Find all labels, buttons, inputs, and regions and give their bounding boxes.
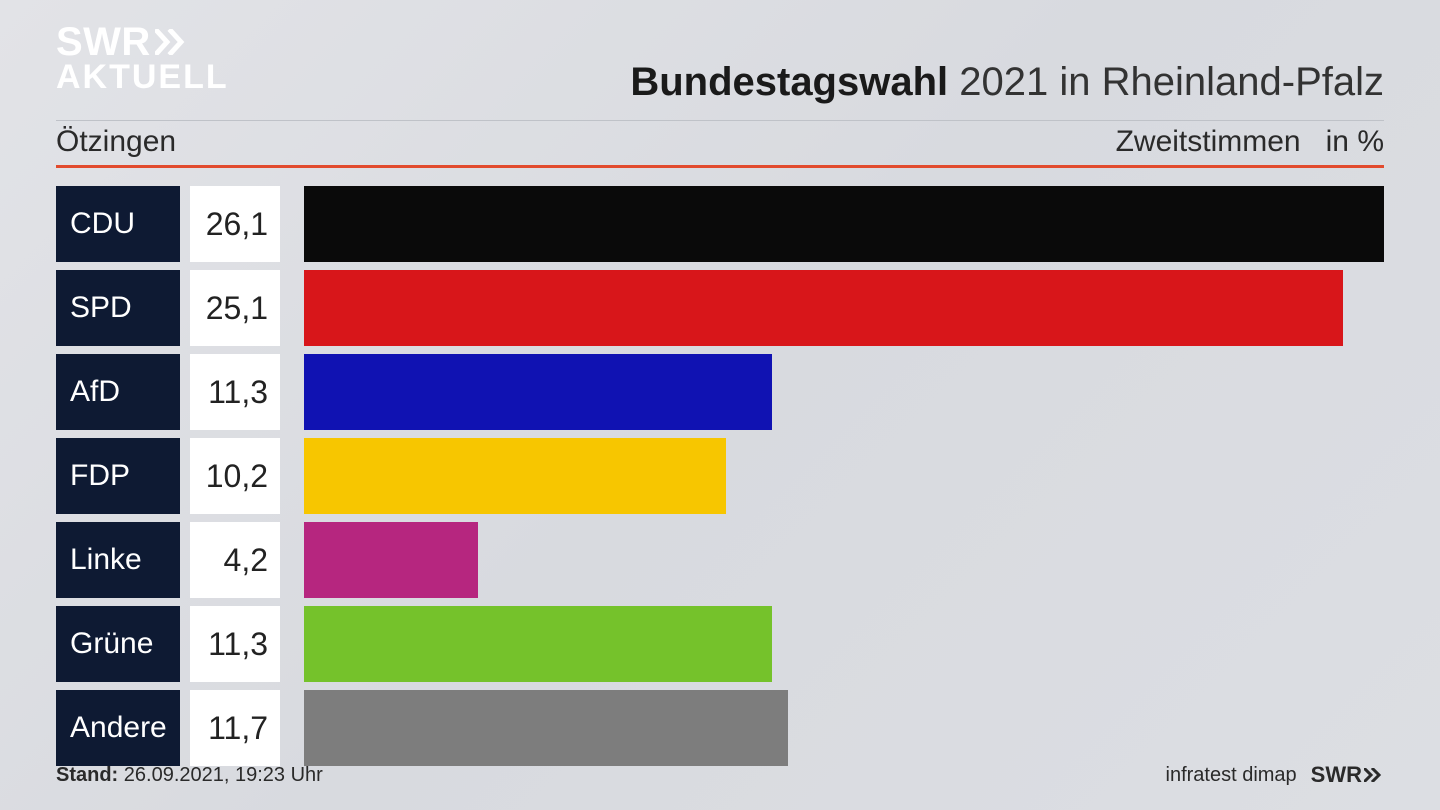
party-label: Andere [56,690,180,766]
double-chevron-icon [155,29,191,55]
chart-row: Grüne11,3 [56,606,1384,682]
chart-row: FDP10,2 [56,438,1384,514]
party-label: FDP [56,438,180,514]
broadcaster-logo: SWR AKTUELL [56,22,229,94]
bar-track [304,270,1384,346]
title-main: Bundestagswahl 2021 in Rheinland-Pfalz [630,60,1384,105]
party-label: SPD [56,270,180,346]
bar [304,354,772,430]
chart-row: CDU26,1 [56,186,1384,262]
logo-text-swr: SWR [56,22,151,62]
bar [304,438,726,514]
bar-track [304,522,1384,598]
chart-row: SPD25,1 [56,270,1384,346]
timestamp: Stand: 26.09.2021, 19:23 Uhr [56,764,323,787]
footer: Stand: 26.09.2021, 19:23 Uhr infratest d… [56,762,1384,788]
title-bold: Bundestagswahl [630,60,948,104]
bar-track [304,354,1384,430]
stand-value: 26.09.2021, 19:23 Uhr [118,764,323,786]
bar [304,690,788,766]
bar-track [304,690,1384,766]
bar [304,186,1384,262]
percent-value: 4,2 [190,522,280,598]
broadcaster-small: SWR [1311,762,1384,788]
bar-track [304,186,1384,262]
percent-value: 11,3 [190,354,280,430]
bar [304,606,772,682]
chart-row: AfD11,3 [56,354,1384,430]
party-label: Grüne [56,606,180,682]
logo-text-aktuell: AKTUELL [56,60,229,94]
bar [304,522,478,598]
party-label: AfD [56,354,180,430]
stand-label: Stand: [56,764,118,786]
bar-track [304,438,1384,514]
party-label: Linke [56,522,180,598]
percent-value: 25,1 [190,270,280,346]
party-label: CDU [56,186,180,262]
percent-value: 11,7 [190,690,280,766]
title-rest: 2021 in Rheinland-Pfalz [948,60,1384,104]
percent-value: 11,3 [190,606,280,682]
subheader-row: Ötzingen Zweitstimmen in % [56,120,1384,168]
logo-line-1: SWR [56,22,229,62]
source-label: infratest dimap [1166,764,1297,787]
vote-type-text: Zweitstimmen [1116,125,1301,158]
chart-row: Andere11,7 [56,690,1384,766]
unit-label: in % [1326,125,1384,158]
percent-value: 26,1 [190,186,280,262]
location-label: Ötzingen [56,125,176,159]
chart-title: Bundestagswahl 2021 in Rheinland-Pfalz [630,60,1384,105]
broadcaster-small-text: SWR [1311,762,1362,788]
vote-type-label: Zweitstimmen in % [1116,125,1384,159]
bar [304,270,1343,346]
bar-track [304,606,1384,682]
chart-row: Linke4,2 [56,522,1384,598]
results-bar-chart: CDU26,1SPD25,1AfD11,3FDP10,2Linke4,2Grün… [56,186,1384,774]
percent-value: 10,2 [190,438,280,514]
attribution: infratest dimap SWR [1166,762,1385,788]
double-chevron-icon [1364,768,1384,782]
